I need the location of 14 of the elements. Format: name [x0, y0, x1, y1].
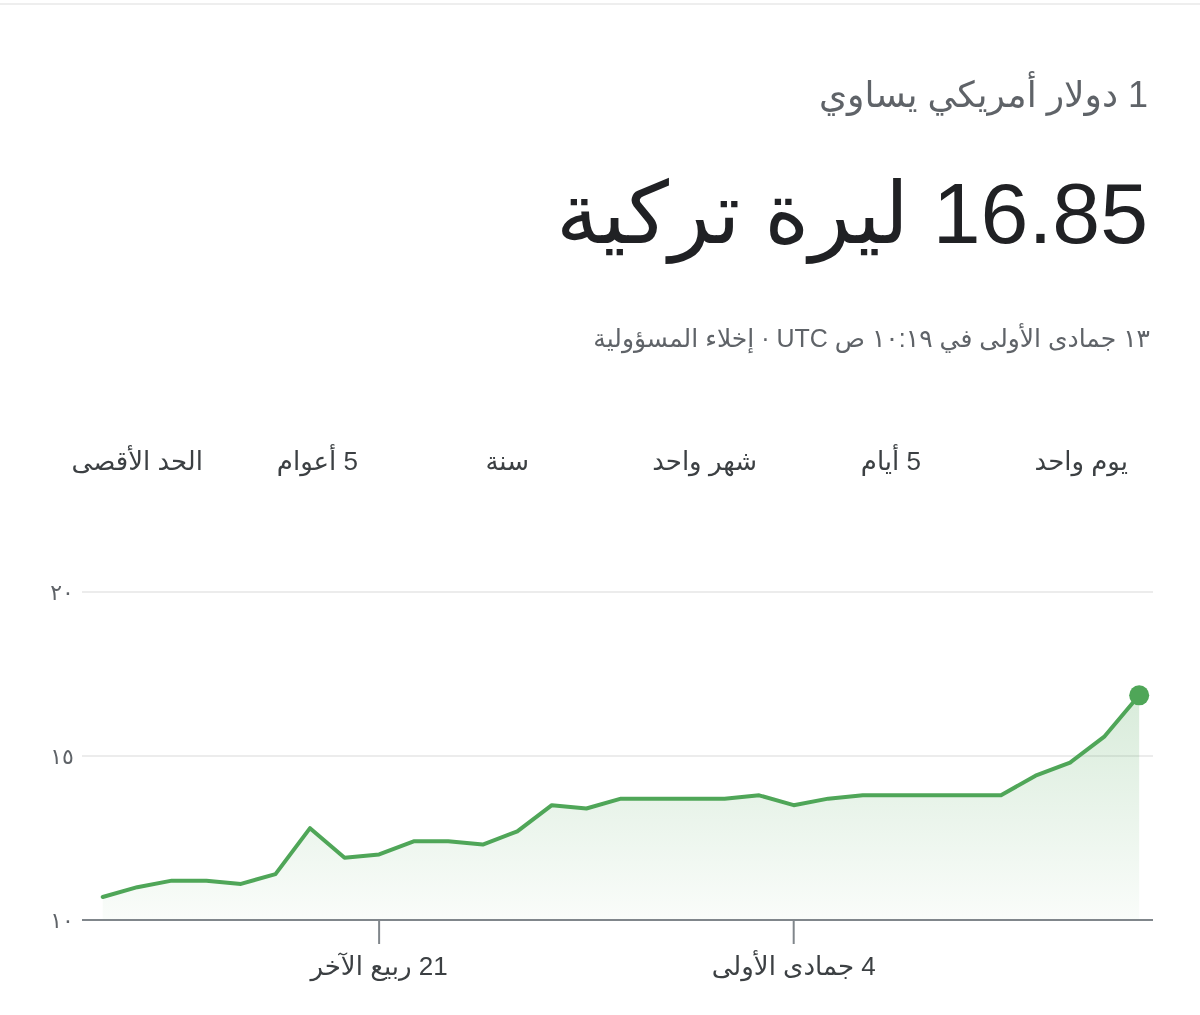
x-tick-label: 4 جمادى الأولى: [711, 949, 876, 982]
text: 5 أعوام: [276, 443, 358, 477]
x-tick-label: 21 ربيع الآخر: [308, 951, 448, 982]
text: شهر واحد: [652, 446, 757, 477]
text: ١٣ جمادى الأولى في ١٠:١٩ ص UTC · إخلاء المسؤولية: [593, 322, 1150, 354]
text: الحد الأقصى: [71, 444, 203, 476]
y-tick-label: ٢٠: [50, 580, 74, 605]
text: 5 أيام: [860, 443, 921, 476]
y-tick-label: ١٥: [50, 744, 74, 769]
text: يوم واحد: [1034, 446, 1128, 477]
text: سنة: [485, 446, 529, 476]
y-tick-label: ١٠: [50, 908, 74, 933]
chart-title: 1 دولار أمريكي يساوي: [818, 71, 1148, 116]
chart-subtitle: 16.85 ليرة تركية: [555, 165, 1148, 264]
